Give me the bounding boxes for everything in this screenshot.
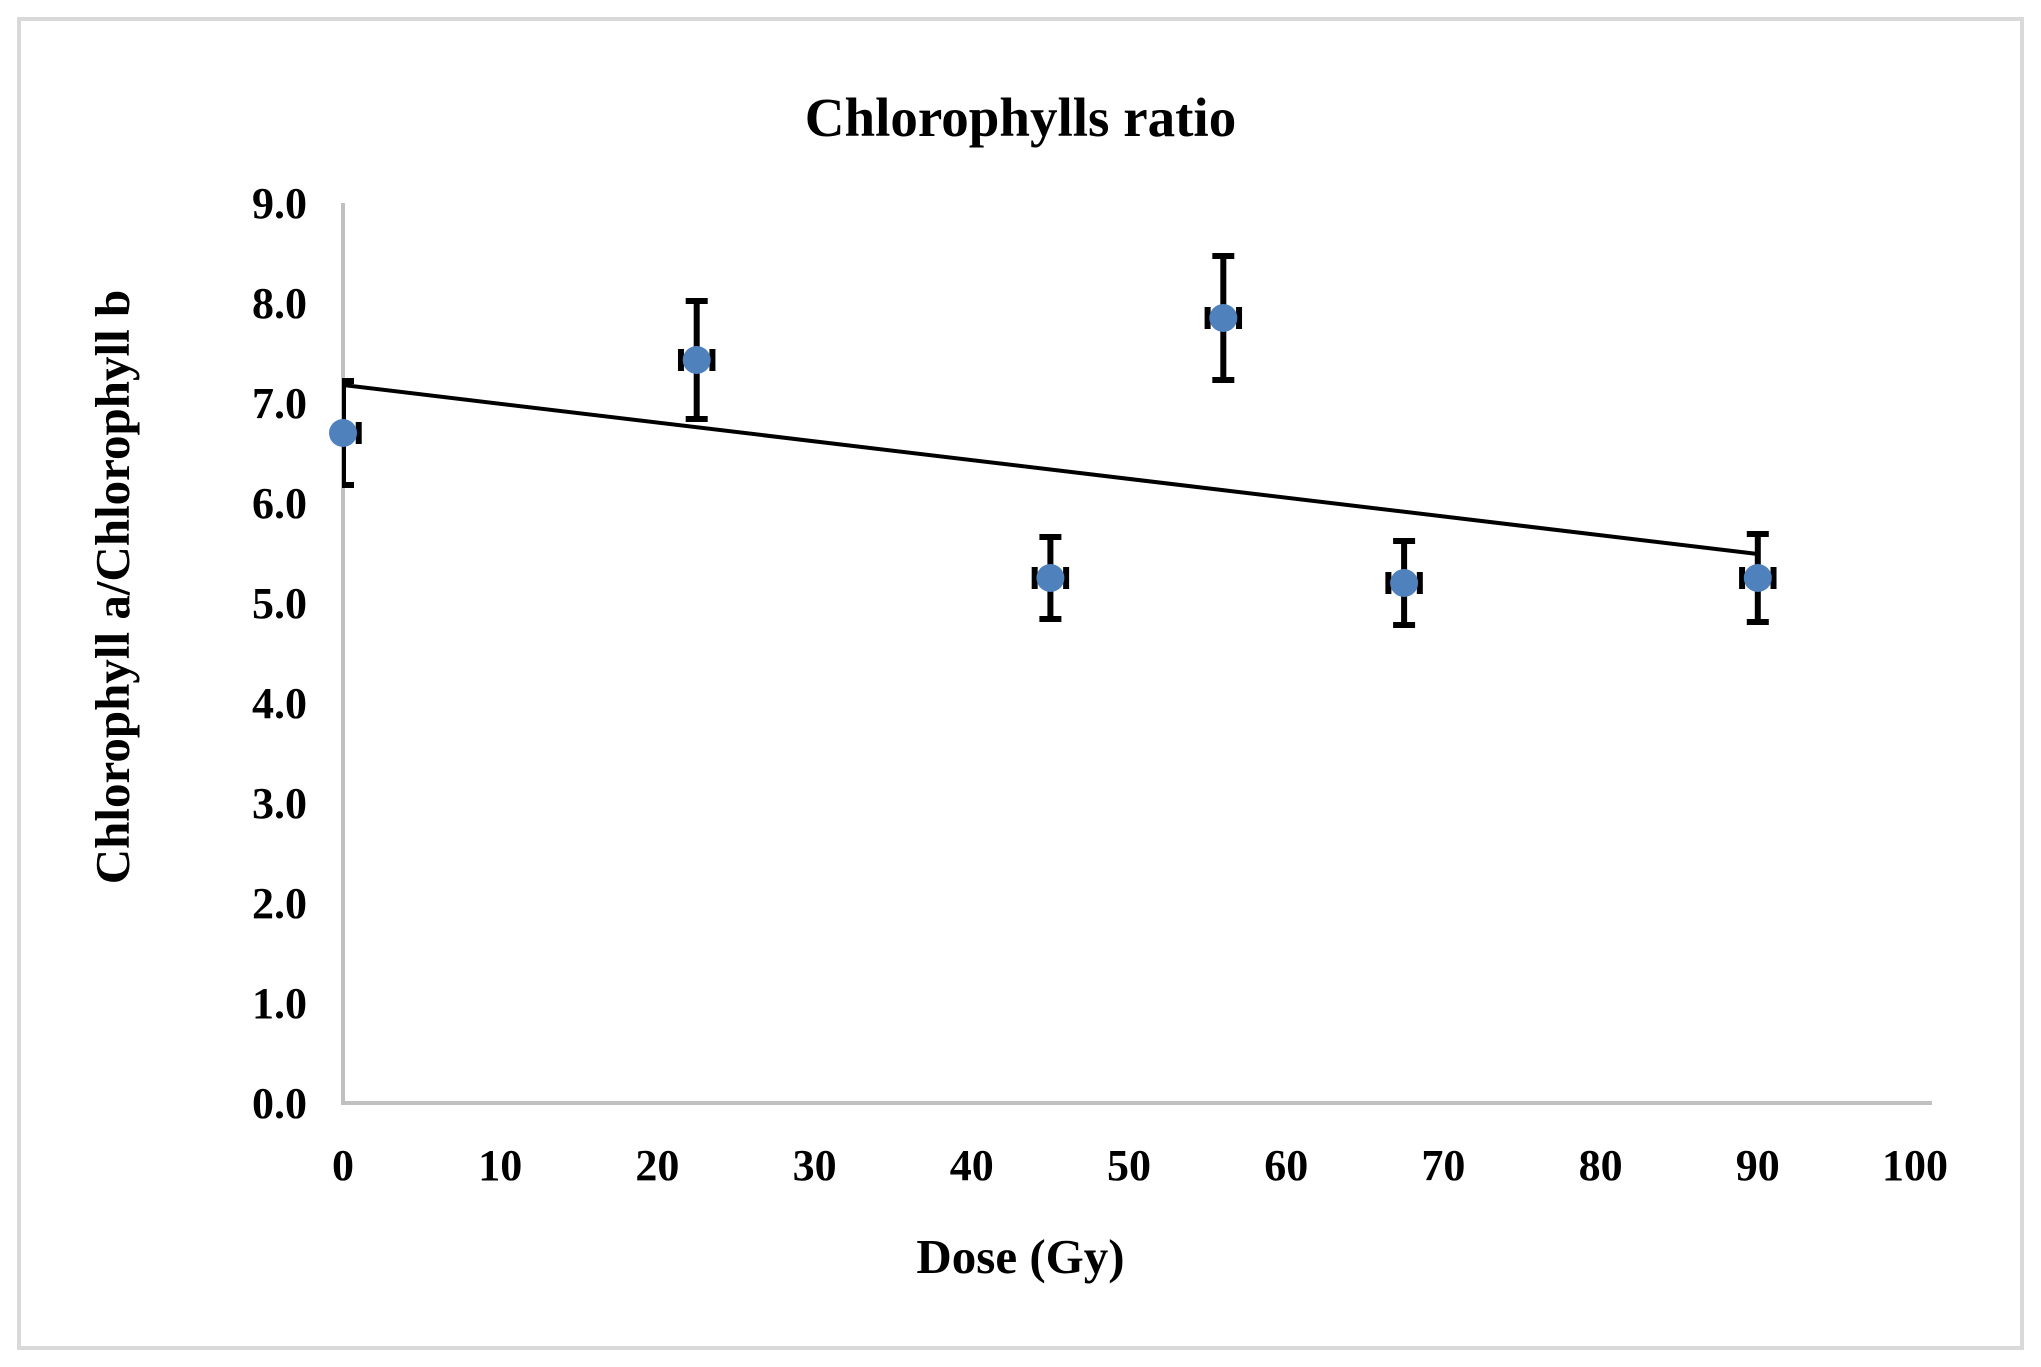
x-tick-label: 20: [635, 1141, 679, 1190]
y-tick-label: 2.0: [252, 879, 307, 928]
y-tick-label: 8.0: [252, 279, 307, 328]
x-tick-label: 10: [478, 1141, 522, 1190]
chart-title: Chlorophylls ratio: [804, 87, 1237, 148]
data-point-marker: [682, 346, 711, 374]
data-point-marker: [1036, 564, 1065, 592]
figure-border: [17, 17, 2024, 1350]
data-point-marker: [329, 419, 357, 447]
data-point-marker: [1390, 569, 1419, 597]
data-point: [1739, 531, 1777, 625]
data-point-marker: [1209, 304, 1238, 332]
data-point: [1204, 253, 1243, 383]
data-point: [1385, 538, 1423, 628]
x-tick-label: 0: [332, 1141, 354, 1190]
x-tick-label: 40: [950, 1141, 994, 1190]
y-tick-label: 9.0: [252, 179, 307, 228]
y-tick-label: 1.0: [252, 979, 307, 1028]
y-tick-label: 0.0: [252, 1079, 307, 1128]
y-tick-label: 3.0: [252, 779, 307, 828]
x-tick-label: 50: [1107, 1141, 1151, 1190]
x-tick-label: 100: [1882, 1141, 1948, 1190]
data-point: [329, 378, 362, 488]
y-tick-label: 6.0: [252, 479, 307, 528]
y-tick-label: 5.0: [252, 579, 307, 628]
data-point: [677, 298, 716, 422]
x-tick-label: 70: [1421, 1141, 1465, 1190]
x-tick-label: 90: [1736, 1141, 1780, 1190]
x-axis-title: Dose (Gy): [916, 1229, 1125, 1284]
x-tick-label: 80: [1579, 1141, 1623, 1190]
data-point-marker: [1743, 564, 1772, 592]
data-point: [1031, 534, 1070, 622]
y-tick-label: 7.0: [252, 379, 307, 428]
x-tick-label: 60: [1264, 1141, 1308, 1190]
trend-line: [342, 383, 1759, 556]
y-tick-label: 4.0: [252, 679, 307, 728]
x-tick-label: 30: [793, 1141, 837, 1190]
